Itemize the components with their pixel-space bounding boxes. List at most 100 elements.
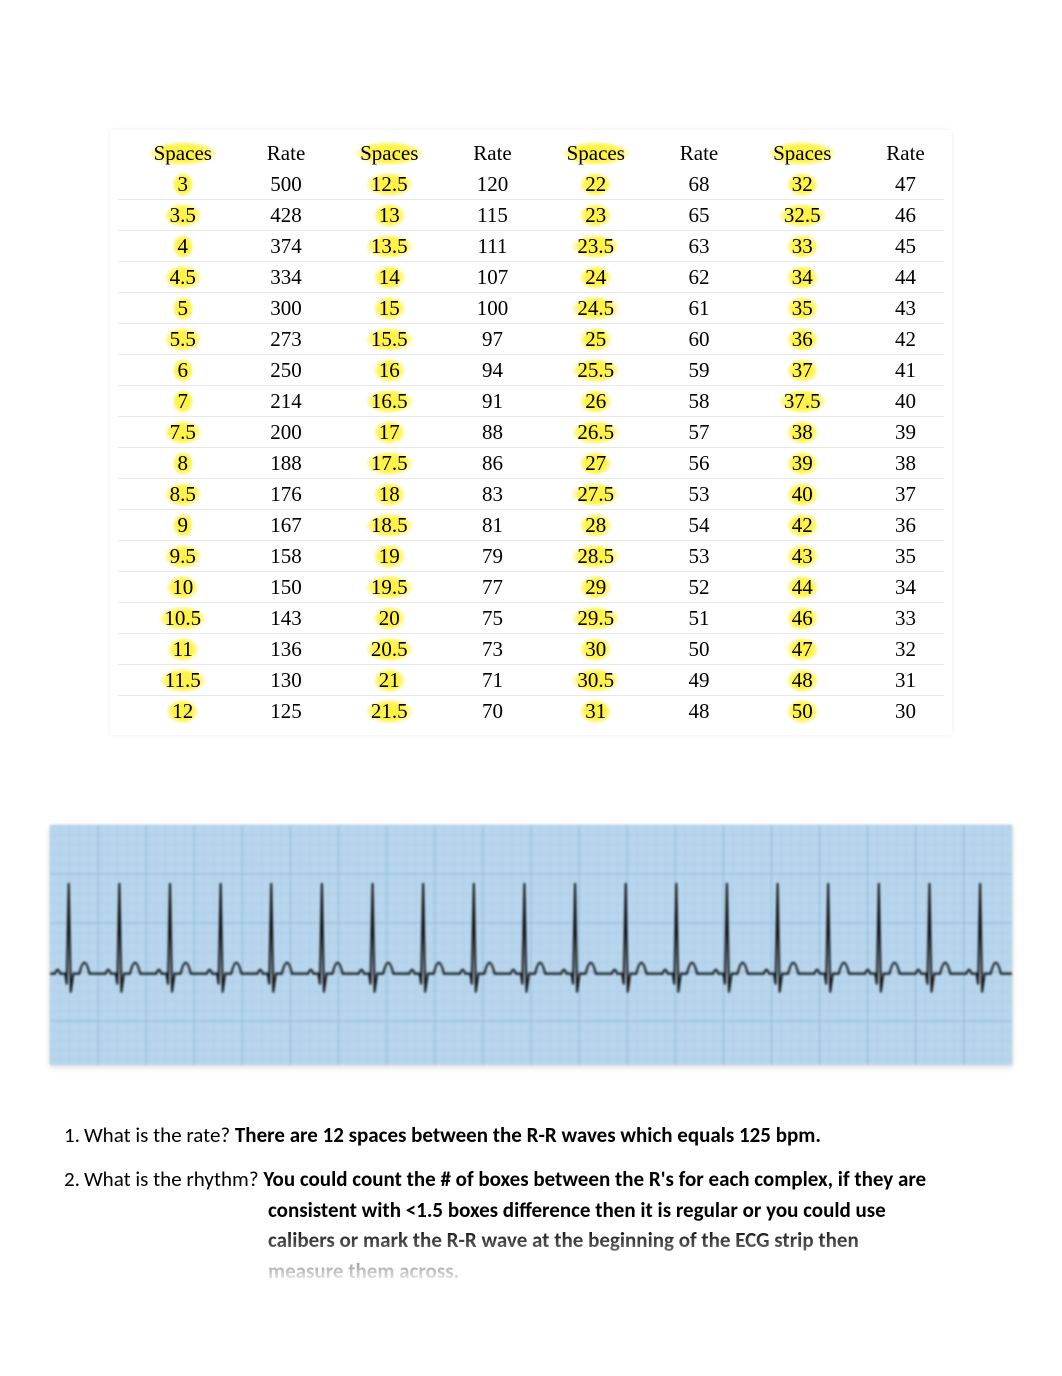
- table-cell: 16: [324, 355, 454, 386]
- table-cell: 53: [661, 479, 738, 510]
- highlighted-text: 18.5: [365, 513, 414, 538]
- table-cell: 53: [661, 541, 738, 572]
- table-cell: 21: [324, 665, 454, 696]
- highlighted-text: 36: [786, 327, 819, 352]
- table-cell: 97: [454, 324, 531, 355]
- table-cell: 111: [454, 231, 531, 262]
- highlighted-text: 4: [172, 234, 195, 259]
- highlighted-text: Spaces: [354, 141, 424, 166]
- table-cell: 13.5: [324, 231, 454, 262]
- table-cell: 11: [118, 634, 248, 665]
- rate-table-head: SpacesRateSpacesRateSpacesRateSpacesRate: [118, 138, 944, 169]
- table-cell: 43: [737, 541, 867, 572]
- table-row: 350012.512022683247: [118, 169, 944, 200]
- table-row: 5.527315.59725603642: [118, 324, 944, 355]
- table-cell: 12: [118, 696, 248, 727]
- table-cell: 27: [531, 448, 661, 479]
- table-cell: 94: [454, 355, 531, 386]
- highlighted-text: 13.5: [365, 234, 414, 259]
- table-cell: 200: [248, 417, 325, 448]
- table-cell: 130: [248, 665, 325, 696]
- ecg-strip: [50, 825, 1012, 1065]
- highlighted-text: 27: [579, 451, 612, 476]
- table-cell: 30: [531, 634, 661, 665]
- table-cell: 51: [661, 603, 738, 634]
- table-cell: 7: [118, 386, 248, 417]
- table-cell: 125: [248, 696, 325, 727]
- table-cell: 29: [531, 572, 661, 603]
- question-answer-line: measure them across.: [268, 1256, 998, 1286]
- highlighted-text: 39: [786, 451, 819, 476]
- rate-table-header-cell: Rate: [454, 138, 531, 169]
- table-cell: 3.5: [118, 200, 248, 231]
- highlighted-text: 15: [373, 296, 406, 321]
- table-row: 4.53341410724623444: [118, 262, 944, 293]
- highlighted-text: 6: [172, 358, 195, 383]
- table-cell: 32: [737, 169, 867, 200]
- table-cell: 120: [454, 169, 531, 200]
- table-cell: 42: [867, 324, 944, 355]
- table-cell: 11.5: [118, 665, 248, 696]
- table-cell: 6: [118, 355, 248, 386]
- table-cell: 35: [737, 293, 867, 324]
- highlighted-text: 48: [786, 668, 819, 693]
- highlighted-text: 32: [786, 172, 819, 197]
- table-cell: 59: [661, 355, 738, 386]
- table-cell: 29.5: [531, 603, 661, 634]
- highlighted-text: 24: [579, 265, 612, 290]
- rate-table-header-cell: Spaces: [737, 138, 867, 169]
- table-row: 6250169425.5593741: [118, 355, 944, 386]
- rate-table-header-cell: Rate: [661, 138, 738, 169]
- highlighted-text: 44: [786, 575, 819, 600]
- rate-table-header-cell: Spaces: [531, 138, 661, 169]
- table-row: 53001510024.5613543: [118, 293, 944, 324]
- table-cell: 10.5: [118, 603, 248, 634]
- table-cell: 31: [867, 665, 944, 696]
- table-cell: 47: [737, 634, 867, 665]
- highlighted-text: 10: [166, 575, 199, 600]
- highlighted-text: 22: [579, 172, 612, 197]
- highlighted-text: 11.5: [159, 668, 207, 693]
- question-number: 2.: [64, 1164, 84, 1286]
- highlighted-text: 47: [786, 637, 819, 662]
- highlighted-text: 42: [786, 513, 819, 538]
- table-cell: 88: [454, 417, 531, 448]
- table-cell: 33: [867, 603, 944, 634]
- highlighted-text: 38: [786, 420, 819, 445]
- table-cell: 5: [118, 293, 248, 324]
- highlighted-text: 40: [786, 482, 819, 507]
- table-cell: 81: [454, 510, 531, 541]
- question-answer: There are 12 spaces between the R-R wave…: [235, 1122, 821, 1148]
- table-cell: 36: [737, 324, 867, 355]
- table-cell: 26: [531, 386, 661, 417]
- table-cell: 5.5: [118, 324, 248, 355]
- highlighted-text: 19: [373, 544, 406, 569]
- table-cell: 32.5: [737, 200, 867, 231]
- table-row: 721416.591265837.540: [118, 386, 944, 417]
- table-cell: 41: [867, 355, 944, 386]
- table-cell: 60: [661, 324, 738, 355]
- table-cell: 44: [737, 572, 867, 603]
- table-cell: 19.5: [324, 572, 454, 603]
- highlighted-text: 35: [786, 296, 819, 321]
- highlighted-text: 20: [373, 606, 406, 631]
- question-answer-line: calibers or mark the R-R wave at the beg…: [268, 1225, 998, 1255]
- table-cell: 37: [867, 479, 944, 510]
- table-cell: 24: [531, 262, 661, 293]
- table-cell: 35: [867, 541, 944, 572]
- table-cell: 38: [737, 417, 867, 448]
- highlighted-text: 16: [373, 358, 406, 383]
- table-cell: 273: [248, 324, 325, 355]
- table-cell: 47: [867, 169, 944, 200]
- rate-table-header-cell: Spaces: [324, 138, 454, 169]
- rate-table-header-cell: Rate: [867, 138, 944, 169]
- highlighted-text: 26.5: [571, 420, 620, 445]
- highlighted-text: 50: [786, 699, 819, 724]
- highlighted-text: 12: [166, 699, 199, 724]
- highlighted-text: 19.5: [365, 575, 414, 600]
- table-cell: 22: [531, 169, 661, 200]
- question-answer-line: You could count the # of boxes between t…: [263, 1166, 926, 1192]
- highlighted-text: 16.5: [365, 389, 414, 414]
- table-cell: 34: [737, 262, 867, 293]
- highlighted-text: 7.5: [164, 420, 202, 445]
